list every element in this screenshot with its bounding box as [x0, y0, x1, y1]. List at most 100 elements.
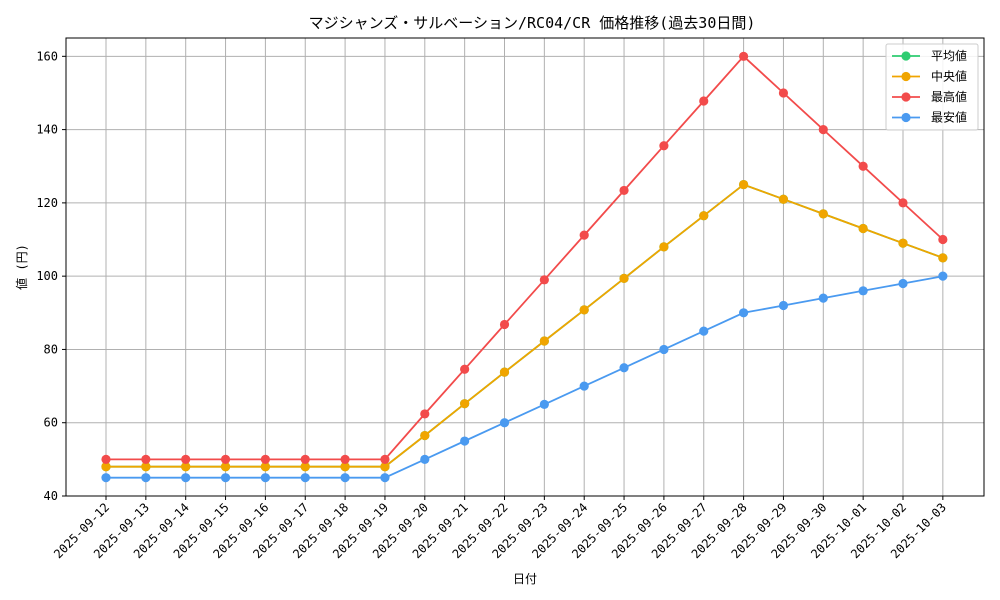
data-point [220, 454, 231, 464]
series-group [101, 51, 948, 483]
legend-label: 最安値 [931, 110, 967, 125]
x-axis: 2025-09-122025-09-132025-09-142025-09-15… [51, 496, 949, 561]
data-point [579, 381, 589, 391]
data-point [340, 454, 350, 464]
data-point [938, 234, 948, 245]
y-tick-label: 100 [36, 269, 58, 283]
y-tick-label: 120 [36, 196, 58, 210]
series-line [106, 183, 944, 468]
data-point [460, 399, 470, 409]
data-point [898, 278, 908, 289]
y-axis: 40 60 80 100 120 140 160 [36, 49, 66, 503]
data-point [778, 194, 789, 204]
data-point [699, 326, 709, 336]
data-point [420, 430, 430, 441]
data-point [619, 185, 629, 196]
data-point [101, 462, 111, 472]
data-point [818, 209, 828, 219]
data-point [659, 242, 669, 252]
legend-label: 平均値 [931, 48, 967, 63]
data-point [739, 179, 749, 190]
series-line [106, 275, 944, 479]
plot-area-frame [65, 37, 985, 497]
data-point [220, 473, 231, 483]
y-tick-label: 40 [44, 489, 58, 503]
series-3 [101, 271, 948, 483]
data-point [898, 198, 908, 208]
legend-label: 最高値 [931, 89, 967, 104]
data-point [380, 473, 390, 483]
y-tick-label: 140 [36, 123, 58, 137]
data-point [659, 141, 669, 151]
data-point [300, 473, 310, 483]
series-1 [101, 179, 948, 472]
y-tick-label: 160 [36, 49, 58, 63]
data-point [220, 462, 231, 472]
data-point [181, 473, 191, 483]
legend-frame [885, 43, 979, 131]
data-point [260, 462, 270, 472]
data-point [858, 223, 868, 234]
legend-marker [901, 51, 911, 61]
data-point [380, 462, 390, 472]
legend-marker [901, 92, 911, 102]
data-point [499, 418, 510, 428]
data-point [340, 473, 350, 483]
data-point [300, 462, 310, 472]
data-point [659, 344, 669, 355]
data-point [101, 454, 111, 464]
data-point [539, 399, 549, 409]
data-point [539, 275, 549, 285]
data-point [818, 125, 828, 135]
legend-label: 中央値 [931, 69, 967, 84]
data-point [699, 96, 709, 106]
data-point [420, 409, 430, 419]
data-point [420, 454, 430, 464]
data-point [619, 273, 629, 283]
y-tick-label: 60 [44, 416, 58, 430]
data-point [778, 88, 789, 98]
data-point [141, 454, 151, 464]
data-point [699, 211, 709, 221]
chart-title: マジシャンズ・サルベーション/RC04/CR 価格推移(過去30日間) [309, 14, 756, 32]
data-point [898, 238, 908, 248]
data-point [778, 300, 789, 311]
data-point [181, 462, 191, 472]
data-point [340, 462, 350, 472]
data-point [858, 286, 868, 296]
data-point [539, 336, 549, 346]
series-2 [101, 51, 948, 464]
data-point [739, 51, 749, 61]
data-point [300, 454, 310, 464]
grid [66, 38, 984, 497]
data-point [579, 230, 589, 240]
data-point [499, 319, 510, 330]
data-point [181, 454, 191, 464]
legend-marker [901, 112, 911, 123]
data-point [938, 253, 948, 263]
series-0 [101, 179, 948, 472]
series-line [106, 55, 944, 461]
data-point [380, 454, 390, 464]
x-axis-title: 日付 [513, 572, 537, 586]
y-tick-label: 80 [44, 342, 58, 356]
data-point [499, 367, 510, 377]
series-line [106, 183, 944, 468]
legend-marker [901, 71, 911, 82]
data-point [858, 161, 868, 171]
data-point [260, 473, 270, 483]
data-point [141, 462, 151, 472]
data-point [579, 305, 589, 315]
data-point [460, 436, 470, 446]
data-point [739, 308, 749, 318]
data-point [260, 454, 270, 464]
y-axis-title: 値 (円) [14, 244, 29, 290]
data-point [619, 363, 629, 373]
data-point [938, 271, 948, 281]
data-point [818, 293, 828, 303]
data-point [141, 473, 151, 483]
data-point [460, 364, 470, 374]
data-point [101, 473, 111, 483]
